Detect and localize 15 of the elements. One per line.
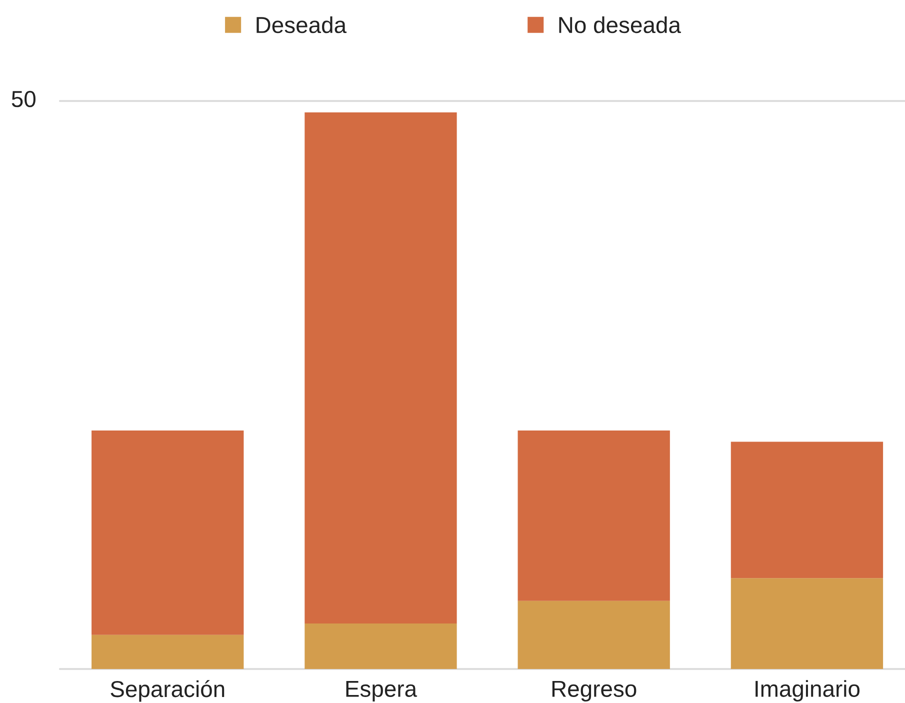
x-tick-label: Espera [346,680,418,702]
bar [304,624,457,669]
legend-label: No deseada [559,16,681,34]
bar [518,600,670,669]
bar [518,430,670,601]
legend-label: Deseada [256,16,347,34]
x-tick-label: Imaginario [756,680,860,702]
bar [730,442,884,578]
bar [92,634,244,669]
bar [304,112,457,624]
x-tick-label: Regreso [552,680,636,702]
bar [92,430,244,635]
x-tick-label: Separación [110,680,224,702]
bar [730,578,884,669]
y-tick-label: 50 [12,90,36,108]
